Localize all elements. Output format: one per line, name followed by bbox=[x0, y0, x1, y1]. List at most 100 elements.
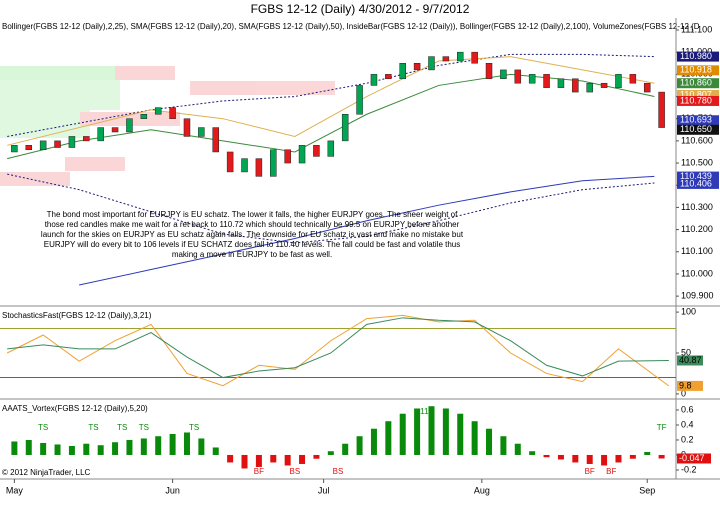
candle bbox=[11, 145, 18, 153]
y-tick-label: 0.2 bbox=[681, 434, 694, 444]
price-label: 110.439 bbox=[680, 171, 712, 181]
candle bbox=[629, 74, 637, 84]
candle bbox=[356, 85, 363, 115]
y-tick-label: 0.4 bbox=[681, 419, 694, 429]
signal-label: TS bbox=[117, 423, 127, 432]
price-label: 110.918 bbox=[680, 65, 712, 75]
candle bbox=[140, 114, 148, 119]
candle bbox=[341, 114, 349, 142]
histogram-bar bbox=[255, 454, 262, 467]
candle bbox=[385, 74, 392, 80]
annotation: The bond most important for EURJPY is EU… bbox=[40, 210, 464, 259]
histogram-bar bbox=[586, 454, 593, 464]
histogram-bar bbox=[11, 441, 18, 455]
y-tick-label: 110.500 bbox=[681, 157, 713, 167]
signal-label: TS bbox=[38, 423, 48, 432]
histogram-bar bbox=[500, 436, 507, 455]
histogram-bar bbox=[370, 428, 377, 455]
y-tick-label: 50 bbox=[681, 347, 691, 357]
histogram-bar bbox=[97, 445, 104, 455]
indicator-label: Bollinger(FGBS 12-12 (Daily),2,25), SMA(… bbox=[2, 22, 700, 31]
histogram-bar bbox=[241, 454, 248, 469]
y-tick-label: 110.200 bbox=[681, 224, 713, 234]
indicator-label: AAATS_Vortex(FGBS 12-12 (Daily),5,20) bbox=[2, 404, 148, 413]
y-tick-label: 100 bbox=[681, 306, 696, 316]
value-label-box bbox=[677, 355, 703, 366]
candle bbox=[284, 149, 291, 164]
value-label-box bbox=[677, 453, 711, 464]
histogram-bar bbox=[629, 454, 636, 459]
histogram-bar bbox=[529, 451, 536, 455]
histogram-bar bbox=[155, 436, 162, 455]
zone bbox=[0, 80, 120, 110]
candle bbox=[226, 151, 234, 173]
candle bbox=[370, 74, 378, 86]
histogram-bar bbox=[644, 451, 651, 455]
price-label-box bbox=[677, 178, 719, 189]
histogram-bar bbox=[68, 445, 75, 455]
zone bbox=[0, 172, 70, 186]
histogram-bar bbox=[112, 442, 119, 455]
histogram-bar bbox=[327, 451, 334, 455]
candle bbox=[643, 82, 651, 93]
candle bbox=[154, 107, 162, 115]
histogram-bar bbox=[299, 454, 306, 464]
histogram-bar bbox=[543, 454, 550, 458]
price-label: 110.980 bbox=[680, 51, 712, 61]
candle bbox=[485, 62, 493, 80]
histogram-bar bbox=[658, 454, 665, 459]
indicator-line bbox=[7, 317, 669, 379]
candle bbox=[543, 74, 550, 88]
histogram-bar bbox=[40, 442, 47, 455]
candle bbox=[600, 82, 608, 88]
candle bbox=[514, 69, 522, 84]
value-label: 40.87 bbox=[679, 355, 702, 365]
price-label-box bbox=[677, 95, 719, 106]
y-tick-label: 110.000 bbox=[681, 268, 713, 278]
histogram-bar bbox=[270, 454, 277, 463]
candle bbox=[54, 140, 61, 148]
y-tick-label: 109.900 bbox=[681, 291, 714, 301]
candle bbox=[25, 145, 33, 150]
candle bbox=[68, 136, 76, 148]
y-tick-label: -0.2 bbox=[681, 464, 697, 474]
zone bbox=[0, 110, 90, 138]
price-label: 110.807 bbox=[680, 89, 712, 99]
price-label: 110.780 bbox=[680, 95, 712, 105]
overlay-line bbox=[7, 173, 655, 244]
y-tick-label: 0 bbox=[681, 388, 686, 398]
histogram-bar bbox=[601, 454, 608, 466]
candle bbox=[572, 78, 579, 93]
histogram-bar bbox=[25, 439, 32, 455]
signal-label: TS bbox=[88, 423, 98, 432]
indicator-line bbox=[6, 314, 670, 387]
histogram-bar bbox=[414, 408, 421, 455]
candle bbox=[39, 140, 47, 150]
histogram-bar bbox=[284, 454, 291, 466]
value-label-box bbox=[677, 380, 703, 391]
candle bbox=[327, 140, 335, 157]
indicator-label: StochasticsFast(FGBS 12-12 (Daily),3,21) bbox=[2, 311, 152, 320]
histogram-bar bbox=[399, 413, 406, 455]
candle bbox=[313, 145, 320, 157]
signal-label: BF bbox=[585, 467, 595, 476]
price-label-box bbox=[677, 115, 719, 126]
candle bbox=[557, 78, 565, 88]
candle bbox=[586, 82, 593, 93]
candle bbox=[442, 56, 450, 62]
candle bbox=[457, 51, 464, 62]
histogram-bar bbox=[615, 454, 622, 463]
signal-label: BF bbox=[606, 467, 616, 476]
histogram-bar bbox=[572, 454, 579, 463]
candle bbox=[413, 62, 421, 71]
chart-title: FGBS 12-12 (Daily) 4/30/2012 - 9/7/2012 bbox=[251, 2, 470, 16]
histogram-bar bbox=[227, 454, 234, 463]
y-tick-label: 111.100 bbox=[681, 24, 712, 34]
signal-label: TF bbox=[657, 423, 667, 432]
zone bbox=[190, 81, 335, 95]
histogram-bar bbox=[126, 439, 133, 455]
histogram-bar bbox=[54, 444, 61, 455]
y-tick-label: 111.000 bbox=[681, 47, 712, 57]
